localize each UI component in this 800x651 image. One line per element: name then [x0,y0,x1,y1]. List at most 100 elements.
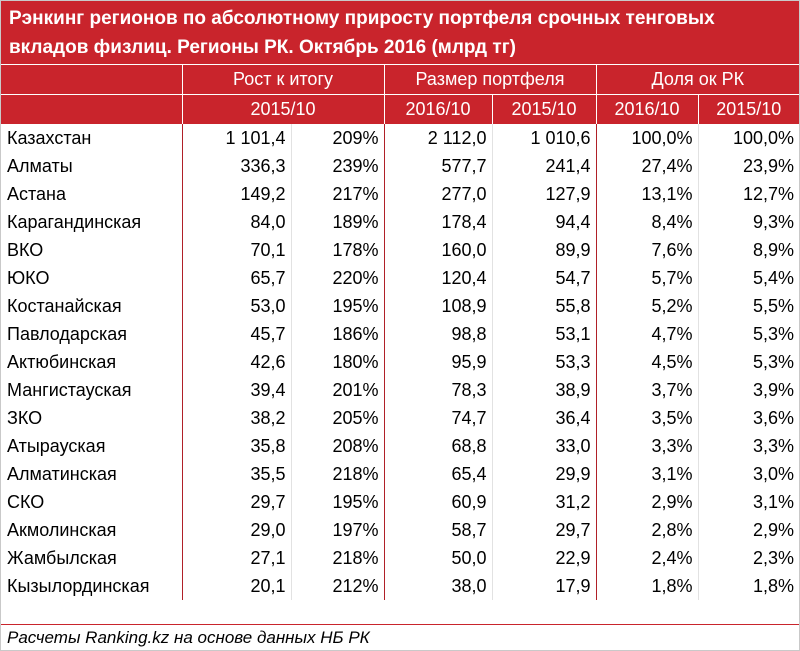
share-2016-cell: 5,7% [595,264,698,292]
header-blank [1,64,182,95]
share-2015-cell: 5,4% [697,264,800,292]
growth-abs-cell: 20,1 [181,572,291,600]
size-2016-cell: 58,7 [383,516,492,544]
header-growth-period: 2015/10 [181,94,384,124]
share-2015-cell: 5,3% [697,348,800,376]
growth-abs-cell: 1 101,4 [181,124,291,152]
share-2015-cell: 3,9% [697,376,800,404]
size-2015-cell: 29,9 [491,460,596,488]
region-name-cell: Павлодарская [7,323,127,344]
region-name-cell: Акмолинская [7,519,117,540]
size-2016-cell: 108,9 [383,292,492,320]
share-2015-cell: 3,1% [697,488,800,516]
size-2015-cell: 38,9 [491,376,596,404]
header-share-2016: 2016/10 [595,94,698,124]
growth-abs-cell: 35,5 [181,460,291,488]
growth-pct-cell: 195% [290,488,384,516]
share-2015-cell: 5,5% [697,292,800,320]
table-body: Казахстан 1 101,4 209% 2 112,0 1 010,6 100,0%… [1,124,800,600]
size-2015-cell: 89,9 [491,236,596,264]
share-2016-cell: 7,6% [595,236,698,264]
header-share-2015: 2015/10 [697,94,800,124]
table-row: Кызылординская 20,1 212% 38,0 17,9 1,8% 1,8% [1,572,800,600]
share-2016-cell: 2,4% [595,544,698,572]
size-2016-cell: 74,7 [383,404,492,432]
size-2015-cell: 36,4 [491,404,596,432]
share-2015-cell: 5,3% [697,320,800,348]
growth-pct-cell: 212% [290,572,384,600]
table-row: Карагандинская 84,0 189% 178,4 94,4 8,4% 9,3% [1,208,800,236]
region-name-cell: СКО [7,491,45,512]
size-2015-cell: 17,9 [491,572,596,600]
region-name-cell: ЗКО [7,407,43,428]
share-2016-cell: 3,5% [595,404,698,432]
growth-pct-cell: 217% [290,180,384,208]
share-2016-cell: 3,7% [595,376,698,404]
header-size-group: Размер портфеля [383,64,596,95]
size-2015-cell: 1 010,6 [491,124,596,152]
size-2016-cell: 577,7 [383,152,492,180]
growth-pct-cell: 205% [290,404,384,432]
growth-pct-cell: 218% [290,460,384,488]
region-name-cell: Жамбылская [7,547,117,568]
growth-abs-cell: 35,8 [181,432,291,460]
region-name-cell: ЮКО [7,267,50,288]
region-name-cell: Мангистауская [7,379,132,400]
table-row: Казахстан 1 101,4 209% 2 112,0 1 010,6 100,0%… [1,124,800,152]
table-row: ВКО 70,1 178% 160,0 89,9 7,6% 8,9% [1,236,800,264]
growth-pct-cell: 178% [290,236,384,264]
header-growth-group: Рост к итогу [181,64,384,95]
share-2015-cell: 1,8% [697,572,800,600]
size-2016-cell: 120,4 [383,264,492,292]
table-row: Акмолинская 29,0 197% 58,7 29,7 2,8% 2,9% [1,516,800,544]
growth-abs-cell: 38,2 [181,404,291,432]
size-2016-cell: 160,0 [383,236,492,264]
growth-pct-cell: 189% [290,208,384,236]
growth-pct-cell: 195% [290,292,384,320]
size-2015-cell: 29,7 [491,516,596,544]
size-2015-cell: 127,9 [491,180,596,208]
growth-abs-cell: 84,0 [181,208,291,236]
table-row: Мангистауская 39,4 201% 78,3 38,9 3,7% 3,9% [1,376,800,404]
region-name-cell: Атырауская [7,435,106,456]
table-row: ЗКО 38,2 205% 74,7 36,4 3,5% 3,6% [1,404,800,432]
growth-abs-cell: 39,4 [181,376,291,404]
table-row: Астана 149,2 217% 277,0 127,9 13,1% 12,7% [1,180,800,208]
size-2015-cell: 94,4 [491,208,596,236]
size-2015-cell: 31,2 [491,488,596,516]
region-name-cell: Астана [7,183,67,204]
size-2015-cell: 241,4 [491,152,596,180]
growth-abs-cell: 45,7 [181,320,291,348]
size-2016-cell: 38,0 [383,572,492,600]
region-name-cell: Казахстан [7,127,92,148]
share-2016-cell: 5,2% [595,292,698,320]
size-2016-cell: 78,3 [383,376,492,404]
header-share-group: Доля ок РК [595,64,800,95]
growth-abs-cell: 53,0 [181,292,291,320]
table-row: Костанайская 53,0 195% 108,9 55,8 5,2% 5,5% [1,292,800,320]
table-row: СКО 29,7 195% 60,9 31,2 2,9% 3,1% [1,488,800,516]
table-row: ЮКО 65,7 220% 120,4 54,7 5,7% 5,4% [1,264,800,292]
share-2016-cell: 100,0% [595,124,698,152]
growth-abs-cell: 29,7 [181,488,291,516]
size-2016-cell: 277,0 [383,180,492,208]
share-2016-cell: 2,9% [595,488,698,516]
table-row: Алматы 336,3 239% 577,7 241,4 27,4% 23,9% [1,152,800,180]
growth-abs-cell: 65,7 [181,264,291,292]
title-line-2: вкладов физлиц. Регионы РК. Октябрь 2016… [9,37,516,58]
share-2015-cell: 23,9% [697,152,800,180]
region-name-cell: ВКО [7,239,44,260]
size-2015-cell: 53,1 [491,320,596,348]
share-2015-cell: 3,6% [697,404,800,432]
header-blank-2 [1,94,182,124]
size-2016-cell: 95,9 [383,348,492,376]
share-2016-cell: 1,8% [595,572,698,600]
size-2015-cell: 33,0 [491,432,596,460]
share-2016-cell: 4,7% [595,320,698,348]
region-name-cell: Костанайская [7,295,122,316]
table-row: Актюбинская 42,6 180% 95,9 53,3 4,5% 5,3% [1,348,800,376]
size-2016-cell: 65,4 [383,460,492,488]
share-2015-cell: 2,9% [697,516,800,544]
region-name-cell: Алматинская [7,463,117,484]
